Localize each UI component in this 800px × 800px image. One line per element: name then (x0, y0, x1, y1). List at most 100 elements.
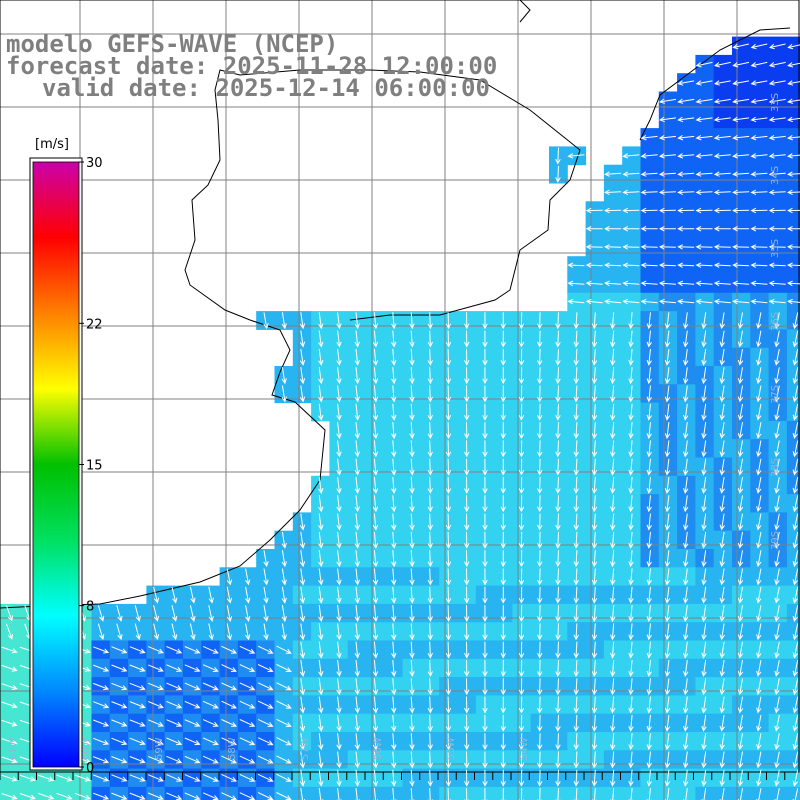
wind-arrow (610, 788, 616, 800)
wind-arrow (683, 330, 689, 348)
wind-arrow (756, 348, 762, 366)
wind-arrow (591, 696, 598, 714)
wind-arrow (372, 531, 379, 549)
wind-arrow (555, 568, 561, 586)
wind-arrow (701, 476, 707, 494)
wind-arrow (756, 513, 762, 531)
wind-arrow (409, 422, 415, 440)
wind-arrow (658, 262, 676, 268)
wind-arrow (610, 367, 616, 385)
wind-arrow (427, 714, 433, 732)
wind-arrow (93, 719, 110, 727)
wind-arrow (677, 189, 695, 196)
longitude-label: 54W (519, 737, 530, 760)
wind-arrow (56, 792, 73, 800)
wind-arrow (427, 458, 433, 476)
wind-arrow (464, 751, 470, 769)
wind-arrow (354, 586, 360, 604)
wind-arrow (756, 367, 762, 385)
wind-arrow (664, 623, 671, 641)
wind-arrow (787, 80, 800, 86)
wind-arrow (129, 664, 146, 672)
wind-arrow (372, 586, 379, 604)
wind-arrow (500, 458, 506, 476)
wind-arrow (768, 134, 786, 141)
wind-arrow (409, 769, 415, 787)
wind-arrow (591, 495, 598, 513)
wind-arrow (500, 495, 506, 513)
wind-arrow (464, 769, 470, 787)
wind-arrow (774, 348, 780, 366)
wind-cell (786, 713, 800, 733)
wind-arrow (695, 262, 713, 268)
wind-arrow (93, 664, 110, 672)
wind-arrow (604, 298, 622, 305)
wind-arrow (664, 367, 671, 385)
wind-arrow (756, 330, 762, 348)
wind-arrow (336, 513, 342, 531)
wind-arrow (134, 605, 141, 622)
wind-arrow (792, 751, 799, 769)
wind-arrow (750, 207, 768, 214)
wind-arrow (153, 623, 160, 641)
wind-arrow (445, 531, 452, 549)
wind-arrow (646, 586, 652, 604)
wind-arrow (628, 623, 634, 641)
wind-arrow (1, 719, 18, 727)
wind-arrow (732, 80, 750, 86)
wind-arrow (664, 422, 671, 440)
wind-arrow (537, 385, 543, 403)
wind-arrow (610, 385, 616, 403)
wind-arrow (573, 495, 579, 513)
wind-arrow (774, 495, 780, 513)
wind-arrow (732, 298, 750, 305)
wind-arrow (500, 513, 506, 531)
wind-arrow (664, 458, 671, 476)
wind-arrow (354, 476, 360, 495)
wind-arrow (372, 476, 379, 494)
wind-arrow (732, 262, 750, 268)
wind-arrow (1, 683, 18, 690)
wind-arrow (166, 664, 183, 672)
wind-arrow (427, 476, 433, 494)
wind-arrow (336, 367, 342, 385)
wind-arrow (573, 330, 579, 348)
wind-arrow (391, 385, 397, 403)
wind-arrow (427, 788, 433, 800)
wind-arrow (646, 623, 652, 641)
wind-arrow (129, 701, 146, 709)
wind-arrow (683, 531, 689, 549)
wind-arrow (111, 756, 128, 764)
wind-arrow (263, 586, 269, 604)
wind-arrow (555, 348, 561, 366)
wind-arrow (640, 207, 658, 214)
wind-arrow (737, 403, 744, 421)
wind-arrow (732, 43, 750, 50)
wind-arrow (1, 756, 18, 764)
wind-arrow (537, 495, 543, 513)
wind-arrow (683, 696, 689, 714)
wind-arrow (610, 513, 616, 531)
wind-arrow (555, 623, 561, 641)
wind-arrow (768, 298, 786, 305)
wind-arrow (129, 774, 146, 782)
wind-arrow (299, 696, 306, 714)
wind-arrow (221, 682, 238, 691)
wind-arrow (610, 440, 616, 458)
wind-arrow (658, 98, 676, 104)
wind-arrow (719, 385, 725, 403)
wind-arrow (719, 422, 725, 439)
wind-arrow (336, 769, 342, 787)
wind-arrow (664, 751, 671, 769)
wind-arrow (792, 312, 799, 330)
wind-arrow (318, 641, 324, 659)
wind-arrow (221, 664, 238, 672)
wind-arrow (500, 385, 506, 403)
wind-arrow (153, 586, 160, 604)
wind-arrow (518, 458, 525, 476)
wind-arrow (482, 367, 488, 385)
wind-arrow (299, 550, 306, 568)
wind-arrow (555, 641, 561, 659)
wind-arrow (257, 755, 274, 764)
wind-arrow (683, 550, 689, 568)
